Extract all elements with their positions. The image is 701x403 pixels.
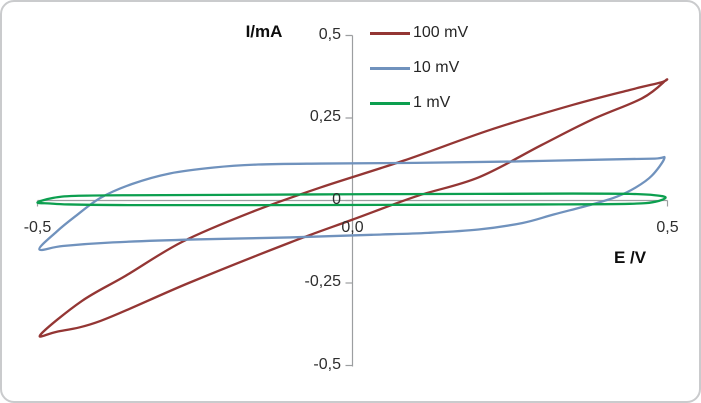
series-curve-1-mV xyxy=(36,192,667,207)
x-tick-label: 0,5 xyxy=(656,219,679,236)
legend-label: 10 mV xyxy=(413,59,460,76)
x-tick-label: -0,5 xyxy=(23,219,52,236)
y-tick-label: -0,25 xyxy=(304,273,341,290)
y-tick-label: -0,5 xyxy=(313,355,341,373)
y-tick-label: 0,25 xyxy=(309,108,341,125)
legend-label: 100 mV xyxy=(413,24,469,41)
legend-item-10-mV: 10 mV xyxy=(370,57,468,79)
y-tick-label: 0,5 xyxy=(318,25,341,43)
legend-line-sample xyxy=(370,66,410,70)
y-tick-label: 0 xyxy=(332,190,341,208)
x-tick-label: 0,0 xyxy=(341,219,364,236)
x-axis-title: E /V xyxy=(613,248,647,267)
legend-line-sample xyxy=(370,31,410,35)
legend-item-100-mV: 100 mV xyxy=(370,22,468,44)
legend-label: 1 mV xyxy=(413,94,451,111)
chart-legend: 100 mV 10 mV 1 mV xyxy=(370,22,468,127)
y-axis-title: I/mA xyxy=(245,22,283,41)
legend-line-sample xyxy=(370,101,410,105)
series-curve-10-mV xyxy=(38,155,666,252)
legend-item-1-mV: 1 mV xyxy=(370,92,468,114)
series-curve-100-mV xyxy=(38,78,669,338)
